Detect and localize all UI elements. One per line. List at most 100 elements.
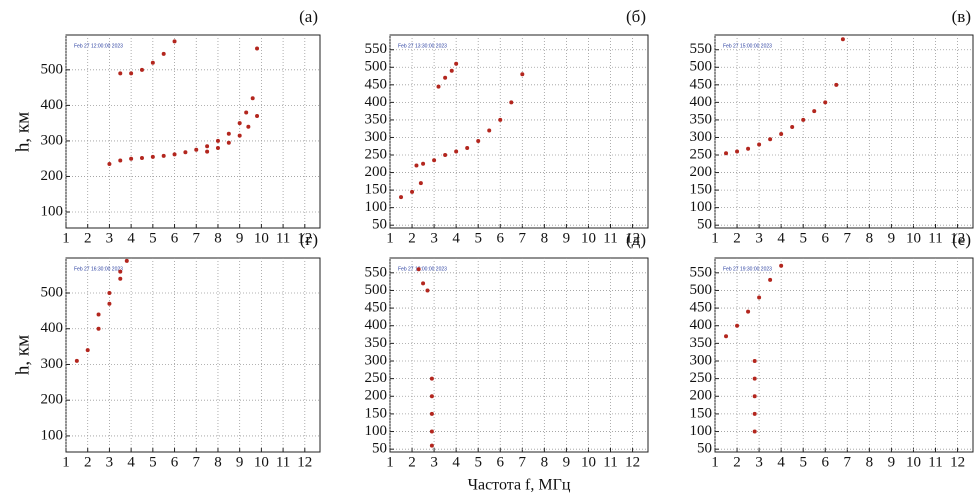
x-tick-label: 12 [950, 454, 965, 470]
trace-point [150, 60, 155, 65]
trace-point [85, 348, 90, 353]
trace-point [237, 121, 242, 126]
trace-point [215, 146, 220, 151]
trace-point [205, 144, 210, 149]
y-tick-label: 100 [690, 199, 713, 215]
y-axis-label: h, км [12, 112, 33, 152]
trace-point [124, 258, 129, 263]
trace-point [454, 149, 459, 154]
trace-point [96, 326, 101, 331]
trace-point [757, 295, 762, 300]
trace-point [244, 110, 249, 115]
y-tick-label: 500 [365, 59, 388, 75]
y-tick-label: 150 [690, 182, 713, 198]
x-tick-label: 3 [106, 454, 114, 470]
x-tick-label: 2 [733, 454, 741, 470]
x-tick-label: 11 [276, 230, 290, 246]
trace-point [735, 323, 740, 328]
x-tick-label: 5 [799, 230, 807, 246]
y-tick-label: 400 [690, 94, 713, 110]
trace-point [139, 155, 144, 160]
trace-point [429, 429, 434, 434]
x-tick-label: 4 [127, 230, 135, 246]
x-tick-label: 9 [563, 230, 571, 246]
x-tick-label: 10 [581, 230, 596, 246]
trace-point [418, 181, 423, 186]
x-tick-label: 11 [928, 230, 942, 246]
plot-area [65, 34, 321, 229]
y-tick-label: 450 [365, 76, 388, 92]
y-tick-label: 100 [41, 203, 64, 219]
trace-point [840, 37, 845, 42]
trace-point [801, 117, 806, 122]
x-tick-label: 4 [777, 230, 785, 246]
x-tick-label: 6 [497, 454, 505, 470]
x-tick-label: 6 [497, 230, 505, 246]
x-tick-label: 6 [171, 230, 179, 246]
trace-point [107, 291, 112, 296]
x-tick-label: 2 [733, 230, 741, 246]
y-tick-label: 50 [697, 441, 712, 457]
y-tick-label: 400 [365, 317, 388, 333]
y-tick-label: 400 [365, 94, 388, 110]
trace-point [107, 301, 112, 306]
y-tick-label: 200 [365, 164, 388, 180]
trace-point [118, 276, 123, 281]
trace-point [752, 394, 757, 399]
timestamp: Feb 27 13:30:00 2023 [398, 43, 447, 49]
trace-point [425, 288, 430, 293]
x-tick-label: 2 [408, 230, 416, 246]
y-tick-label: 100 [365, 199, 388, 215]
y-tick-label: 300 [41, 356, 64, 372]
x-tick-label: 8 [866, 454, 874, 470]
trace-point [429, 394, 434, 399]
timestamp: Feb 27 18:00:00 2023 [398, 266, 447, 272]
y-tick-label: 50 [372, 217, 387, 233]
panel-label: (б) [626, 7, 646, 26]
trace-point [194, 147, 199, 152]
x-tick-label: 4 [452, 230, 460, 246]
y-tick-label: 400 [41, 320, 64, 336]
y-tick-label: 50 [697, 217, 712, 233]
y-tick-label: 200 [690, 164, 713, 180]
x-axis-label: Частота f, МГц [468, 477, 571, 494]
trace-point [724, 334, 729, 339]
y-tick-label: 550 [690, 264, 713, 280]
trace-point [768, 137, 773, 142]
trace-point [790, 124, 795, 129]
panel-label: (е) [952, 230, 971, 249]
trace-point [746, 146, 751, 151]
x-tick-label: 4 [127, 454, 135, 470]
y-tick-label: 300 [690, 129, 713, 145]
trace-point [255, 46, 260, 51]
trace-point [443, 153, 448, 158]
x-tick-label: 10 [906, 230, 921, 246]
timestamp: Feb 27 16:30:00 2023 [74, 266, 123, 272]
x-tick-label: 7 [519, 454, 527, 470]
y-tick-label: 150 [690, 405, 713, 421]
trace-point [118, 71, 123, 76]
trace-point [498, 117, 503, 122]
x-tick-label: 5 [474, 454, 482, 470]
trace-point [421, 161, 426, 166]
y-tick-label: 200 [690, 388, 713, 404]
y-tick-label: 200 [41, 392, 64, 408]
x-tick-label: 8 [541, 230, 549, 246]
x-tick-label: 8 [866, 230, 874, 246]
x-tick-label: 3 [106, 230, 114, 246]
y-tick-label: 500 [365, 282, 388, 298]
y-tick-label: 350 [365, 111, 388, 127]
x-tick-label: 7 [193, 230, 201, 246]
trace-point [735, 149, 740, 154]
trace-point [414, 163, 419, 168]
x-tick-label: 4 [777, 454, 785, 470]
x-tick-label: 9 [236, 230, 244, 246]
trace-point [823, 100, 828, 105]
x-tick-label: 10 [581, 454, 596, 470]
trace-point [509, 100, 514, 105]
y-tick-label: 250 [365, 146, 388, 162]
plot-area [714, 34, 974, 229]
x-tick-label: 11 [276, 454, 290, 470]
trace-point [246, 124, 251, 129]
